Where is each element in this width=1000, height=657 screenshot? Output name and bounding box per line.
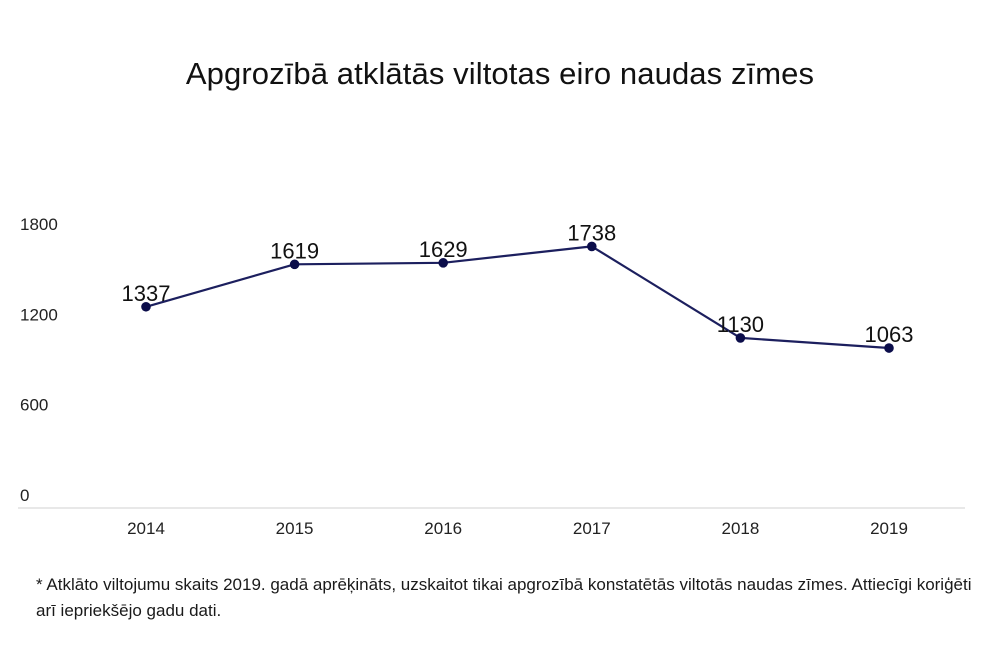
- x-tick-label: 2018: [721, 519, 759, 538]
- data-label: 1337: [122, 281, 171, 306]
- data-point: [438, 258, 449, 268]
- data-point: [884, 343, 894, 353]
- data-label: 1063: [865, 322, 914, 347]
- data-label: 1738: [567, 220, 616, 245]
- series-line: [145, 245, 890, 350]
- x-tick-label: 2014: [127, 519, 165, 538]
- data-point: [289, 259, 300, 270]
- footnote: * Atklāto viltojumu skaits 2019. gadā ap…: [36, 575, 972, 620]
- chart-title: Apgrozībā atklātās viltotas eiro naudas …: [185, 56, 815, 91]
- y-axis-labels: 0 600 1200 1800: [20, 215, 58, 505]
- data-point: [735, 333, 746, 343]
- y-tick-label: 0: [20, 486, 29, 505]
- data-labels: 1337 1619 1629 1738 1130 1063: [122, 220, 914, 347]
- y-tick-label: 600: [20, 396, 48, 415]
- data-label: 1130: [717, 312, 764, 337]
- x-tick-label: 2019: [870, 519, 908, 538]
- data-label: 1619: [270, 238, 319, 263]
- data-point: [141, 301, 151, 312]
- x-tick-label: 2015: [276, 519, 314, 538]
- x-tick-label: 2017: [573, 519, 611, 538]
- y-tick-label: 1200: [20, 305, 58, 324]
- data-markers: [141, 241, 894, 353]
- data-point: [587, 241, 597, 252]
- data-label: 1629: [419, 237, 468, 262]
- y-tick-label: 1800: [20, 215, 58, 234]
- x-axis-labels: 2014 2015 2016 2017 2018 2019: [127, 519, 908, 538]
- x-tick-label: 2016: [424, 519, 462, 538]
